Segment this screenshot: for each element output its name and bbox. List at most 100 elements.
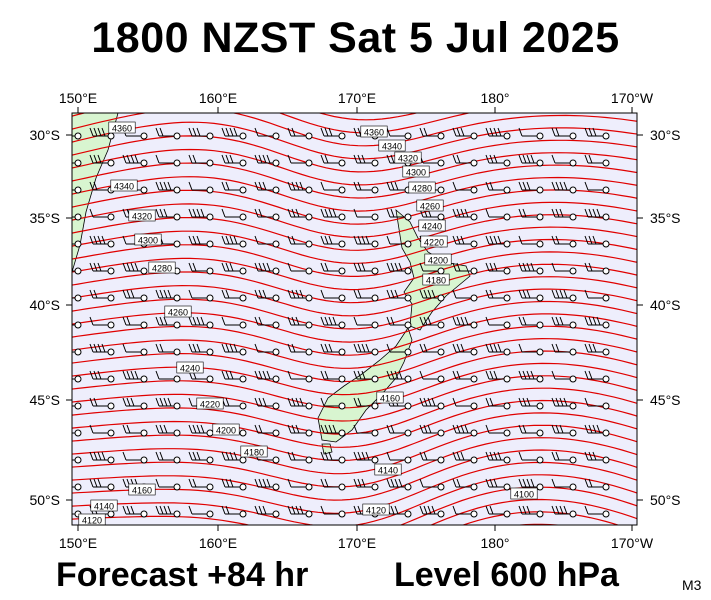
contour-line xyxy=(72,325,637,369)
svg-text:4140: 4140 xyxy=(378,466,398,476)
contour-line xyxy=(461,511,620,525)
wind-barb xyxy=(155,181,181,194)
wind-barb xyxy=(72,240,82,248)
contour-label: 4240 xyxy=(176,361,204,374)
wind-barb xyxy=(485,370,511,383)
contour-line xyxy=(72,350,637,396)
wind-barb xyxy=(72,132,82,140)
wind-barb xyxy=(122,370,148,383)
wind-barb xyxy=(287,127,313,140)
lat-label-left-30s: 30°S xyxy=(29,127,60,143)
wind-barb xyxy=(353,451,379,464)
wind-barb xyxy=(584,181,610,194)
wind-barb xyxy=(419,316,445,329)
contour-label: 4360 xyxy=(360,125,388,138)
wind-barb xyxy=(353,424,379,437)
wind-barb xyxy=(155,370,181,383)
wind-barb xyxy=(353,316,379,329)
wind-barb xyxy=(485,316,511,329)
wind-barb xyxy=(518,343,544,356)
lat-label-right-35s: 35°S xyxy=(650,210,681,226)
wind-barb xyxy=(551,397,577,410)
wind-barb xyxy=(254,181,280,194)
wind-barb xyxy=(254,262,280,275)
svg-text:4320: 4320 xyxy=(132,212,152,222)
wind-barb xyxy=(287,154,313,167)
contour-line xyxy=(72,148,637,186)
contour-line xyxy=(72,276,637,317)
contour-line xyxy=(72,176,637,212)
wind-barb xyxy=(122,343,148,356)
wind-barb xyxy=(287,316,313,329)
wind-barb xyxy=(518,208,544,221)
wind-barb xyxy=(254,235,280,248)
height-contours xyxy=(72,113,637,525)
wind-barb xyxy=(353,370,379,383)
wind-barb xyxy=(584,370,610,383)
wind-barb xyxy=(452,478,478,491)
wind-barb xyxy=(320,370,346,383)
wind-barb xyxy=(419,262,445,275)
wind-barb xyxy=(485,343,511,356)
contour-label: 4140 xyxy=(374,463,402,476)
svg-text:4180: 4180 xyxy=(244,448,264,458)
lon-label-top-150e: 150°E xyxy=(59,90,97,106)
wind-barb xyxy=(452,424,478,437)
wind-barb xyxy=(419,505,445,518)
wind-barb xyxy=(485,397,511,410)
contour-label: 4120 xyxy=(78,513,106,525)
wind-barb xyxy=(518,154,544,167)
wind-barb xyxy=(584,208,610,221)
contour-line xyxy=(72,113,472,134)
contour-label: 4320 xyxy=(128,209,156,222)
wind-barb xyxy=(518,235,544,248)
wind-barb xyxy=(518,370,544,383)
contour-label: 4280 xyxy=(148,261,176,274)
wind-barb xyxy=(518,397,544,410)
lon-label-top-170e: 170°E xyxy=(338,90,376,106)
wind-barb xyxy=(89,370,115,383)
contour-line xyxy=(72,461,637,514)
contour-line xyxy=(72,412,637,462)
lat-label-right-50s: 50°S xyxy=(650,492,681,508)
contour-label: 4320 xyxy=(394,151,422,164)
wind-barb xyxy=(72,456,82,464)
wind-barb xyxy=(89,208,115,221)
wind-barb xyxy=(320,208,346,221)
contour-label: 4240 xyxy=(418,219,446,232)
contour-line xyxy=(72,486,637,525)
contour-line xyxy=(72,162,637,199)
wind-barb xyxy=(419,397,445,410)
wind-barb xyxy=(485,154,511,167)
svg-text:4320: 4320 xyxy=(398,154,418,164)
contour-label: 4340 xyxy=(110,179,138,192)
wind-barb xyxy=(155,478,181,491)
wind-barb xyxy=(122,505,148,518)
contour-label: 4200 xyxy=(424,253,452,266)
wind-barb xyxy=(584,424,610,437)
wind-barb xyxy=(89,478,115,491)
contour-label: 4140 xyxy=(90,499,118,512)
wind-barb xyxy=(89,424,115,437)
wind-barb xyxy=(485,451,511,464)
wind-barb xyxy=(320,505,346,518)
wind-barb xyxy=(584,478,610,491)
wind-barb xyxy=(419,424,445,437)
contour-line xyxy=(72,424,637,475)
wind-barb xyxy=(122,289,148,302)
wind-barb xyxy=(419,478,445,491)
wind-barb xyxy=(518,127,544,140)
wind-barb xyxy=(452,451,478,464)
wind-barb xyxy=(287,424,313,437)
contour-label: 4220 xyxy=(420,235,448,248)
wind-barb xyxy=(221,478,247,491)
wind-barb xyxy=(353,154,379,167)
wind-barb xyxy=(551,424,577,437)
wind-barb xyxy=(72,213,82,221)
svg-text:4220: 4220 xyxy=(200,400,220,410)
wind-barb xyxy=(188,289,214,302)
wind-barb xyxy=(551,181,577,194)
wind-barb xyxy=(551,289,577,302)
lon-label-bottom-170e: 170°E xyxy=(338,535,376,551)
